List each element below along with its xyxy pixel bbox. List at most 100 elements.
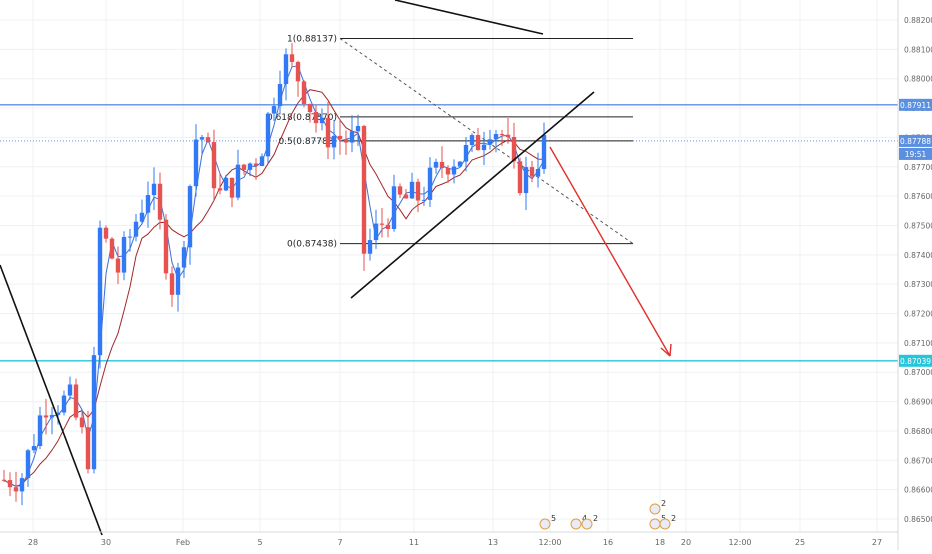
time-tick-label: 5	[257, 538, 262, 547]
candle-body	[289, 54, 295, 62]
candle-body	[409, 181, 415, 199]
candle-body	[121, 236, 127, 273]
price-tick-label: 0.86500	[904, 515, 932, 524]
target-level-badge-label: 0.87039	[900, 357, 931, 366]
event-marker-count: 5	[551, 514, 556, 523]
candle-body	[43, 415, 49, 418]
time-tick-label: 18	[655, 538, 665, 547]
price-tick-label: 0.87600	[904, 192, 932, 201]
descending-trendline	[0, 264, 103, 536]
candle-body	[145, 195, 151, 213]
price-tick-label: 0.87700	[904, 163, 932, 172]
candle-body	[49, 414, 55, 418]
event-marker-count: 2	[593, 514, 598, 523]
trend-drawings[interactable]	[0, 0, 672, 536]
candle-body	[247, 163, 253, 170]
candle-body	[469, 135, 475, 145]
candle-body	[361, 126, 367, 254]
price-tick-label: 0.88000	[904, 75, 932, 84]
candle-body	[505, 134, 511, 137]
price-tick-label: 0.86800	[904, 427, 932, 436]
candle-body	[295, 61, 301, 82]
candle-body	[79, 417, 85, 428]
rising-wedge-trendline	[350, 91, 595, 299]
candle-body	[535, 168, 541, 177]
candle-body	[241, 164, 247, 170]
candle-body	[151, 183, 157, 196]
candle-body	[487, 139, 493, 145]
candle-body	[109, 238, 115, 259]
price-axis[interactable]: 0.882000.881000.880000.879000.878000.877…	[897, 0, 932, 550]
price-tick-label: 0.87400	[904, 251, 932, 260]
candle-body	[529, 167, 535, 177]
time-axis[interactable]: 28 30 Feb 5 7 11 13 12:00 16 18 20 12:00 25 27	[0, 531, 898, 547]
candle-body	[457, 161, 463, 167]
price-tick-label: 0.87300	[904, 280, 932, 289]
candle-body	[97, 227, 103, 356]
event-marker-count: 5	[661, 514, 666, 523]
candle-body	[259, 156, 265, 166]
candle-body	[451, 166, 457, 175]
fast-moving-average	[3, 65, 545, 487]
price-badges: 0.87911 0.87788 19:51 0.87039	[899, 98, 932, 367]
price-tick-label: 0.86600	[904, 486, 932, 495]
time-tick-label: 28	[28, 538, 38, 547]
candle-body	[313, 112, 319, 124]
time-tick-label: 11	[409, 538, 419, 547]
candle-body	[271, 106, 277, 114]
fibonacci-retracement[interactable]: 1(0.88137) 0.618(0.87870) 0.5(0.87788) 0(0.…	[267, 34, 634, 250]
candle-body	[181, 247, 187, 268]
candle-body	[187, 186, 193, 248]
candle-body	[37, 415, 43, 447]
candle-body	[511, 136, 517, 162]
last-price-badge-label: 0.87788	[900, 137, 931, 146]
candle-body	[205, 137, 211, 143]
time-tick-label: 12:00	[538, 538, 561, 547]
price-tick-label: 0.87200	[904, 310, 932, 319]
candle-body	[157, 183, 163, 220]
upper-trendline	[394, 0, 544, 35]
candle-body	[481, 144, 487, 151]
candle-body	[73, 384, 79, 418]
moving-averages	[3, 65, 545, 487]
candle-body	[133, 221, 139, 237]
candle-body	[67, 384, 73, 396]
candle-body	[199, 137, 205, 140]
candle-body	[19, 478, 25, 492]
candle-body	[103, 227, 109, 239]
candle-body	[319, 117, 325, 124]
event-marker-icon	[570, 518, 582, 530]
time-tick-label: 7	[337, 538, 342, 547]
fib-level-label: 0(0.87438)	[287, 240, 337, 250]
candle-body	[463, 144, 469, 162]
slow-moving-average	[3, 89, 545, 487]
candle-body	[421, 199, 427, 201]
candle-body	[13, 487, 19, 492]
candle-body	[373, 223, 379, 241]
event-markers[interactable]: 5 4 225 2	[539, 499, 676, 530]
candle-body	[1, 479, 7, 481]
candle-body	[301, 81, 307, 104]
time-tick-label: 12:00	[728, 538, 751, 547]
time-tick-label: 16	[603, 538, 613, 547]
candle-body	[493, 134, 499, 140]
candle-body	[163, 219, 169, 274]
countdown-badge-label: 19:51	[905, 150, 927, 159]
event-marker-icon	[581, 518, 593, 530]
time-tick-label: 27	[872, 538, 882, 547]
candle-body	[139, 212, 145, 222]
candle-body	[61, 395, 67, 413]
target-level-badge	[899, 354, 932, 367]
candle-body	[523, 167, 529, 194]
candle-body	[7, 480, 13, 488]
candle-body	[211, 142, 217, 189]
candle-body	[355, 126, 361, 132]
candle-body	[235, 164, 241, 198]
price-tick-label: 0.86900	[904, 398, 932, 407]
forecast-arrow-shaft	[549, 146, 671, 357]
candle-body	[265, 113, 271, 157]
candle-body	[439, 161, 445, 169]
candle-body	[427, 167, 433, 200]
